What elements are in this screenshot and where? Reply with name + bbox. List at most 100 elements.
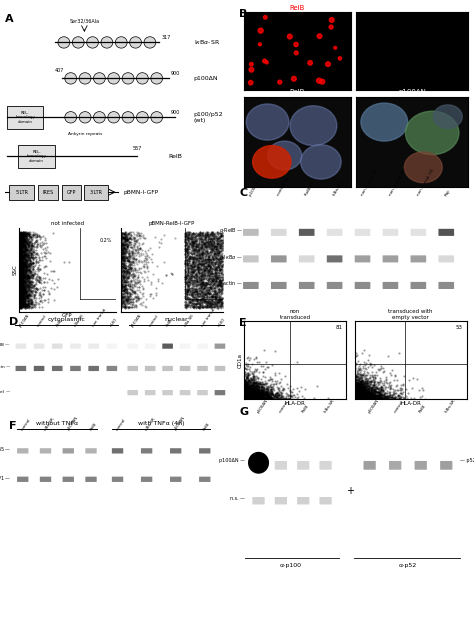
- Point: [125, 250, 133, 260]
- Point: [249, 391, 257, 401]
- Point: [22, 285, 30, 295]
- Point: [243, 394, 251, 404]
- Point: [289, 394, 297, 404]
- Point: [244, 392, 251, 402]
- Point: [18, 258, 25, 268]
- Point: [242, 389, 249, 399]
- Point: [195, 299, 202, 309]
- Point: [214, 230, 222, 240]
- Point: [245, 384, 252, 394]
- Point: [206, 273, 213, 283]
- Point: [353, 394, 360, 404]
- Point: [17, 301, 24, 311]
- Point: [213, 265, 220, 275]
- Point: [17, 253, 24, 263]
- Point: [186, 263, 193, 273]
- Point: [24, 258, 31, 268]
- Point: [364, 384, 371, 394]
- Point: [24, 267, 32, 277]
- Point: [183, 280, 191, 290]
- Point: [183, 243, 191, 253]
- Point: [355, 388, 362, 398]
- Point: [199, 283, 207, 293]
- Point: [18, 258, 25, 268]
- Point: [187, 270, 195, 280]
- Point: [22, 250, 29, 260]
- Point: [365, 388, 373, 398]
- Point: [16, 244, 23, 254]
- Point: [204, 298, 211, 308]
- Point: [353, 388, 361, 397]
- Point: [187, 273, 195, 283]
- Point: [18, 288, 26, 298]
- Point: [241, 383, 248, 392]
- Point: [197, 295, 204, 305]
- Point: [204, 275, 212, 285]
- Point: [365, 391, 373, 401]
- Point: [208, 279, 216, 289]
- Point: [16, 287, 24, 297]
- Point: [355, 392, 363, 402]
- Point: [251, 389, 258, 399]
- Point: [118, 249, 126, 259]
- Point: [182, 294, 190, 304]
- Point: [118, 298, 126, 308]
- Point: [18, 229, 25, 239]
- Point: [357, 374, 365, 384]
- Point: [118, 283, 126, 293]
- Point: [20, 286, 28, 296]
- Point: [193, 276, 201, 286]
- Point: [201, 238, 208, 248]
- Point: [214, 244, 222, 254]
- Point: [183, 240, 191, 250]
- Point: [246, 382, 253, 392]
- Point: [24, 285, 32, 295]
- Point: [192, 255, 200, 265]
- Point: [405, 375, 412, 385]
- Point: [251, 386, 258, 396]
- Point: [21, 253, 28, 263]
- Point: [205, 298, 212, 308]
- Point: [245, 390, 252, 400]
- Point: [257, 390, 265, 400]
- Text: 0.2%: 0.2%: [100, 238, 112, 243]
- Point: [355, 388, 362, 397]
- Point: [22, 288, 30, 298]
- FancyBboxPatch shape: [52, 344, 63, 349]
- Point: [240, 392, 248, 402]
- Point: [361, 377, 368, 387]
- Point: [208, 276, 216, 286]
- Point: [372, 391, 380, 401]
- Point: [189, 298, 196, 308]
- Point: [253, 393, 260, 403]
- Point: [22, 278, 29, 288]
- Point: [22, 253, 29, 263]
- Point: [17, 261, 24, 271]
- Point: [16, 281, 23, 291]
- Point: [188, 288, 195, 298]
- Point: [269, 393, 276, 403]
- Point: [18, 287, 25, 297]
- Point: [250, 393, 258, 403]
- Point: [17, 246, 24, 256]
- Point: [184, 246, 191, 256]
- Point: [134, 256, 142, 266]
- Point: [198, 279, 206, 289]
- Point: [195, 257, 202, 267]
- Point: [251, 389, 259, 399]
- Point: [17, 285, 25, 295]
- Point: [245, 388, 253, 398]
- Point: [246, 388, 254, 398]
- Point: [252, 388, 260, 397]
- Point: [126, 233, 134, 243]
- Point: [198, 270, 205, 280]
- Point: [128, 289, 135, 299]
- Point: [260, 392, 268, 402]
- Point: [37, 291, 45, 301]
- Point: [215, 233, 222, 243]
- Point: [202, 231, 210, 241]
- Point: [253, 392, 260, 402]
- Point: [126, 252, 134, 262]
- Point: [201, 245, 208, 255]
- Point: [25, 291, 32, 301]
